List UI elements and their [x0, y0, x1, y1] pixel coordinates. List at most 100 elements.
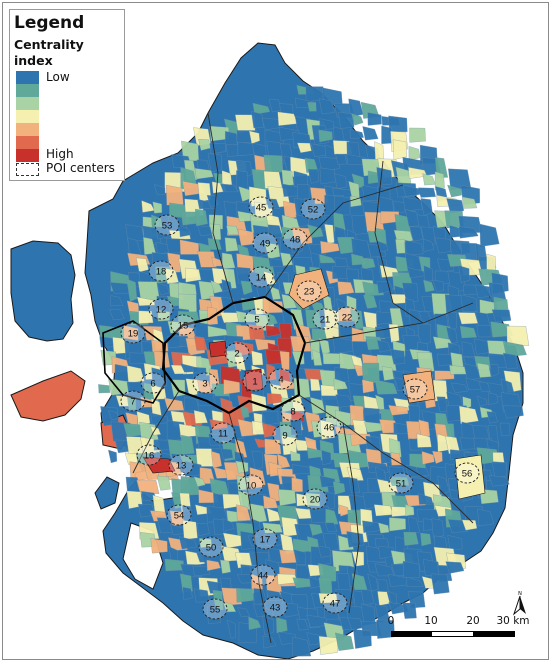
poi-center-6: 6	[140, 372, 166, 394]
parcel	[351, 551, 365, 567]
poi-center-17: 17	[252, 528, 278, 550]
parcel	[390, 452, 402, 466]
poi-center-19: 19	[120, 322, 146, 344]
parcel	[416, 433, 432, 448]
parcel	[367, 461, 389, 473]
poi-label: 48	[290, 235, 301, 246]
patch-57	[402, 370, 436, 404]
parcel	[389, 308, 404, 330]
parcel	[403, 531, 419, 546]
parcel	[492, 461, 507, 479]
parcel	[98, 384, 111, 394]
parcel	[388, 324, 400, 343]
parcel	[266, 589, 282, 601]
division-line	[207, 112, 234, 304]
poi-center-16: 16	[136, 444, 162, 466]
parcel	[476, 395, 488, 407]
scale-tick-20: 20	[466, 615, 480, 627]
parcel	[445, 423, 455, 439]
ramp-swatch-5	[16, 123, 39, 136]
poi-label: 16	[144, 451, 155, 462]
parcel	[262, 422, 276, 438]
poi-ellipse	[280, 400, 306, 422]
poi-ellipse	[238, 474, 264, 496]
poi-ellipse	[154, 214, 180, 236]
island-southwest	[10, 370, 86, 422]
poi-label: 3	[202, 379, 207, 390]
parcel	[207, 606, 221, 624]
parcel	[337, 281, 355, 295]
parcel	[193, 476, 206, 487]
parcel	[127, 237, 142, 256]
poi-center-3: 3	[192, 372, 218, 394]
parcel	[126, 278, 138, 302]
poi-label: 21	[320, 315, 331, 326]
parcel	[408, 516, 421, 533]
parcel	[262, 522, 283, 534]
parcel	[263, 171, 283, 189]
parcel	[405, 576, 424, 587]
parcel	[269, 285, 281, 300]
parcel	[152, 201, 163, 214]
parcel	[281, 169, 294, 186]
parcel	[251, 350, 264, 366]
region-patches	[10, 42, 530, 659]
poi-ellipse	[334, 306, 360, 328]
parcel	[262, 635, 277, 649]
parcel	[502, 405, 524, 419]
parcel	[334, 195, 351, 216]
poi-center-54: 54	[166, 504, 192, 526]
poi-ellipse	[120, 390, 146, 412]
legend-low-label: Low	[46, 70, 70, 84]
poi-ellipse	[268, 368, 294, 390]
parcel	[220, 183, 239, 193]
poi-label: 17	[260, 535, 271, 546]
poi-center-4: 4	[268, 368, 294, 390]
scale-bar: 0 10 20 30 km	[388, 615, 530, 645]
poi-label: 4	[278, 375, 283, 386]
parcel	[476, 325, 492, 338]
parcel	[212, 589, 224, 612]
parcel	[367, 112, 382, 126]
ramp-swatch-3	[16, 97, 39, 110]
parcel	[199, 538, 212, 548]
parcel	[153, 184, 166, 196]
poi-center-20: 20	[302, 488, 328, 510]
poi-label: 5	[254, 315, 259, 326]
poi-label: 22	[342, 313, 353, 324]
parcel	[353, 629, 372, 649]
parcel	[402, 196, 423, 211]
parcel	[108, 449, 118, 464]
poi-label: 12	[156, 305, 167, 316]
central-city-boundary	[161, 295, 307, 415]
parcel	[310, 378, 321, 391]
poi-label: 46	[324, 423, 335, 434]
parcel	[447, 534, 463, 551]
parcel	[297, 142, 312, 153]
poi-center-46: 46	[316, 416, 342, 438]
parcel	[447, 184, 462, 198]
parcel	[110, 295, 124, 307]
parcel	[318, 129, 333, 143]
poi-ellipse	[136, 444, 162, 466]
parcel	[449, 365, 467, 375]
parcel	[311, 349, 323, 366]
parcel	[335, 153, 347, 165]
poi-ellipse	[252, 232, 278, 254]
parcel	[361, 589, 375, 605]
ramp-swatch-6	[16, 136, 39, 149]
parcel	[222, 518, 235, 532]
parcel	[479, 223, 500, 247]
parcel	[388, 405, 409, 416]
parcel	[211, 450, 222, 469]
poi-center-55: 55	[202, 598, 228, 620]
parcel	[291, 636, 312, 657]
parcel	[381, 366, 395, 381]
parcel	[322, 533, 340, 552]
parcel	[194, 321, 210, 341]
poi-ellipse	[198, 536, 224, 558]
parcel	[220, 559, 231, 574]
poi-label: 44	[258, 571, 269, 582]
parcel	[309, 523, 323, 536]
legend-poi-label: POI centers	[46, 161, 115, 175]
